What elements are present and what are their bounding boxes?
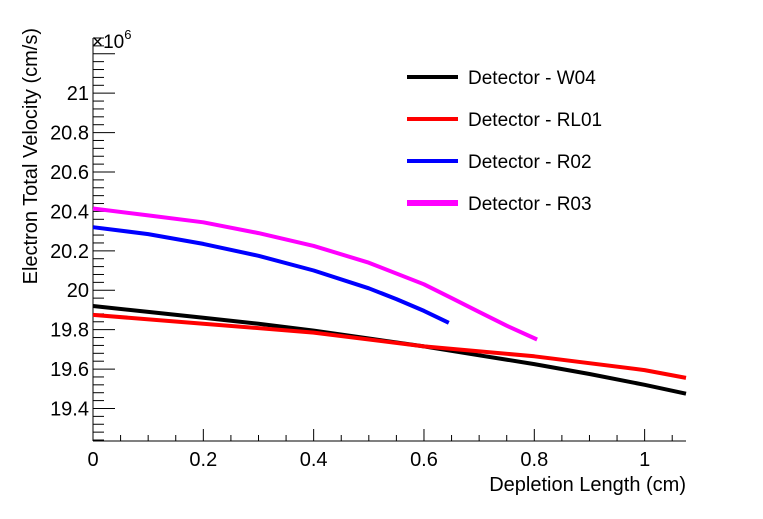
y-multiplier-exponent: 6 — [124, 27, 131, 42]
y-multiplier: ×106 — [92, 27, 131, 53]
y-tick-label: 20 — [67, 280, 89, 302]
plot-frame — [92, 38, 686, 442]
x-axis: 0 0.2 0.4 0.6 0.8 1 — [87, 429, 673, 471]
y-tick-label: 21 — [67, 83, 89, 105]
y-tick-label: 19.6 — [50, 359, 89, 381]
series-line-detector-r02 — [92, 225, 450, 325]
series-line-detector-rl01 — [92, 312, 687, 380]
x-tick-label: 0.4 — [300, 449, 328, 471]
y-multiplier-base: ×10 — [92, 32, 124, 53]
y-axis: 19.4 19.6 19.8 20 20.2 20.4 20.6 20.8 21 — [50, 37, 115, 441]
legend: Detector - W04 Detector - RL01 Detector - … — [407, 68, 602, 215]
legend-label: Detector - W04 — [468, 68, 596, 89]
series-layer — [92, 206, 687, 396]
y-tick-label: 19.8 — [50, 320, 89, 342]
x-tick-label: 0.6 — [410, 449, 438, 471]
series-line-detector-r03 — [92, 206, 538, 342]
y-tick-label: 20.6 — [50, 162, 89, 184]
x-tick-label: 1 — [639, 449, 650, 471]
legend-label: Detector - R02 — [468, 152, 592, 173]
y-tick-label: 20.8 — [50, 123, 89, 145]
x-axis-label: Depletion Length (cm) — [489, 474, 686, 496]
y-tick-label: 20.4 — [50, 201, 89, 223]
x-tick-label: 0.8 — [520, 449, 548, 471]
y-tick-label: 20.2 — [50, 241, 89, 263]
legend-label: Detector - RL01 — [468, 110, 602, 131]
y-axis-label: Electron Total Velocity (cm/s) — [20, 28, 42, 284]
legend-label: Detector - R03 — [468, 194, 592, 215]
y-tick-label: 19.4 — [50, 398, 89, 420]
x-tick-label: 0 — [87, 449, 98, 471]
x-tick-label: 0.2 — [189, 449, 217, 471]
